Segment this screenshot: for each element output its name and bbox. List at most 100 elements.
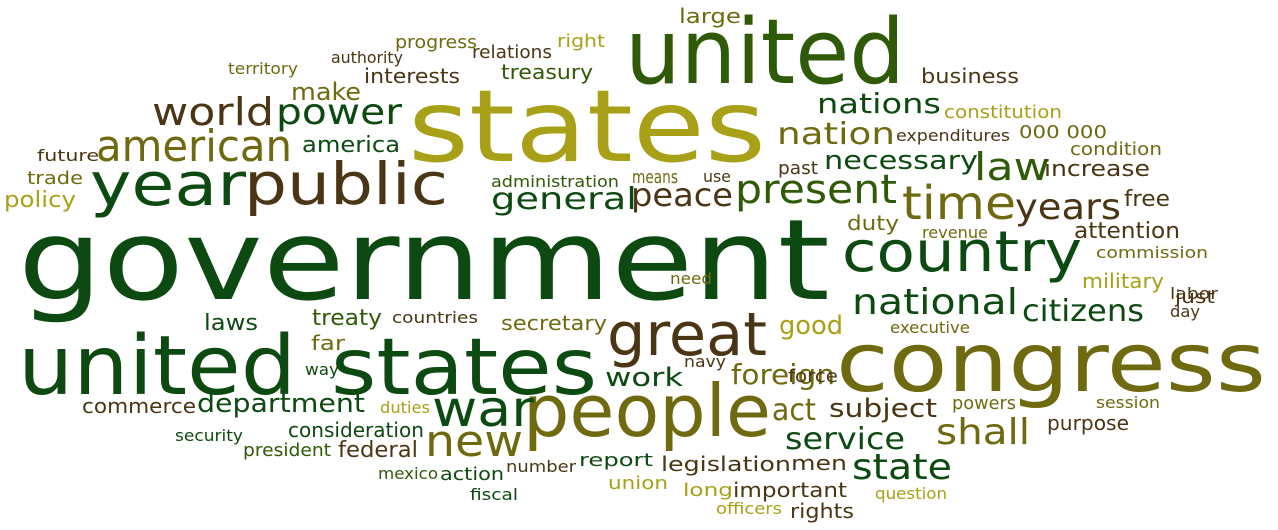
word-revenue: revenue (922, 223, 988, 242)
word-policy: policy (4, 188, 77, 213)
word-state: state (852, 447, 952, 488)
word-nation: nation (777, 117, 896, 152)
word-powers: powers (952, 393, 1016, 414)
word-federal: federal (338, 438, 418, 463)
word-territory: territory (228, 59, 299, 78)
word-officers: officers (716, 499, 782, 518)
word-authority: authority (331, 48, 403, 67)
word-administration: administration (491, 172, 619, 191)
word-increase: increase (1044, 157, 1150, 182)
word-work: work (605, 363, 684, 393)
word-general: general (491, 182, 637, 217)
word-government: government (18, 196, 830, 326)
word-trade: trade (27, 168, 84, 189)
word-laws: laws (204, 311, 259, 336)
word-use: use (703, 167, 731, 186)
word-states: states (408, 68, 766, 185)
word-union: union (608, 473, 668, 494)
word-duties: duties (380, 398, 430, 417)
word-consideration: consideration (288, 418, 424, 442)
word-states: states (331, 323, 598, 413)
word-purpose: purpose (1047, 411, 1129, 435)
word-subject: subject (829, 394, 938, 424)
word-force: force (788, 366, 838, 387)
word-far: far (311, 331, 346, 355)
word-time: time (902, 176, 1017, 230)
word-fiscal: fiscal (470, 485, 518, 504)
word-labor: labor (1170, 284, 1218, 303)
word-progress: progress (395, 32, 477, 53)
word-secretary: secretary (501, 311, 607, 335)
word-countries: countries (392, 308, 479, 327)
word-american: american (96, 121, 292, 172)
word-year: year (90, 150, 246, 220)
word-present: present (735, 167, 897, 213)
word-action: action (440, 464, 504, 485)
word-commerce: commerce (82, 394, 197, 418)
word-necessary: necessary (824, 146, 979, 176)
word-just: just (1175, 287, 1215, 308)
word-treasury: treasury (501, 60, 594, 84)
word-rights: rights (790, 499, 855, 523)
word-people: people (523, 369, 771, 453)
word-peace: peace (631, 176, 734, 214)
word-long: long (683, 480, 734, 501)
word-number: number (506, 457, 577, 476)
word-military: military (1082, 269, 1165, 293)
word-united: united (18, 319, 297, 414)
word-service: service (785, 422, 906, 457)
word-act: act (772, 393, 816, 428)
word-report: report (579, 450, 654, 471)
word-business: business (921, 64, 1019, 88)
word-executive: executive (890, 318, 970, 337)
word-foreign: foreign (731, 358, 836, 391)
word-navy: navy (684, 352, 727, 371)
word-way: way (305, 360, 340, 379)
word-relations: relations (472, 42, 552, 63)
word-country: country (842, 220, 1083, 285)
word-president: president (243, 440, 331, 461)
word-security: security (175, 426, 243, 445)
word-great: great (607, 300, 767, 370)
word-congress: congress (836, 316, 1266, 411)
word-need: need (670, 269, 712, 288)
word-men: men (791, 451, 847, 475)
word-america: america (302, 133, 401, 158)
word-treaty: treaty (312, 306, 383, 331)
word-world: world (152, 90, 275, 134)
word-law: law (974, 145, 1050, 189)
word-future: future (37, 146, 100, 165)
word-right: right (557, 31, 606, 52)
word-make: make (291, 78, 361, 106)
word-shall: shall (936, 412, 1031, 453)
word-duty: duty (847, 211, 900, 235)
word-legislation: legislation (661, 452, 791, 476)
word-war: war (432, 380, 535, 438)
word-public: public (244, 150, 449, 218)
word-nations: nations (817, 87, 941, 120)
word-department: department (197, 389, 365, 419)
word-000-000: 000 000 (1019, 122, 1107, 143)
word-session: session (1096, 393, 1160, 412)
word-free: free (1124, 187, 1170, 212)
word-important: important (733, 478, 848, 502)
word-condition: condition (1070, 139, 1162, 160)
word-day: day (1170, 302, 1200, 321)
word-expenditures: expenditures (896, 126, 1011, 145)
word-constitution: constitution (944, 102, 1063, 123)
word-attention: attention (1074, 219, 1180, 244)
word-question: question (875, 484, 948, 503)
word-mexico: mexico (378, 464, 439, 483)
word-interests: interests (364, 64, 460, 88)
word-citizens: citizens (1022, 294, 1144, 329)
word-years: years (1015, 187, 1122, 228)
word-large: large (679, 4, 741, 28)
word-national: national (852, 282, 1019, 323)
word-good: good (779, 311, 843, 341)
word-united: united (625, 0, 905, 105)
word-means: means (632, 167, 678, 188)
word-new: new (425, 416, 523, 467)
word-commission: commission (1096, 243, 1209, 262)
word-past: past (778, 158, 818, 179)
